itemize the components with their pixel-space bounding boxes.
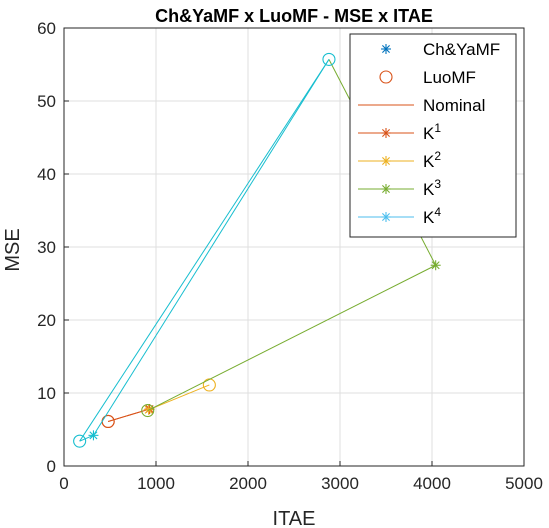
legend-box [349, 33, 517, 238]
x-tick-label: 2000 [229, 474, 267, 493]
legend-item: Nominal [358, 96, 485, 115]
legend-item: Ch&YaMF [381, 40, 500, 59]
series-line [93, 59, 330, 436]
legend: Ch&YaMF LuoMF Nominal K1 K2 K3 K4 [349, 33, 517, 238]
x-tick-label: 3000 [321, 474, 359, 493]
legend-label: K4 [423, 205, 441, 227]
series-line [147, 264, 436, 411]
x-tick-label: 5000 [505, 474, 543, 493]
legend-item: LuoMF [379, 68, 476, 87]
legend-star-marker [381, 212, 391, 222]
legend-label: Nominal [423, 96, 485, 115]
chart-title: Ch&YaMF x LuoMF - MSE x ITAE [155, 6, 433, 26]
legend-item: K1 [358, 121, 441, 143]
y-tick-label: 50 [37, 92, 56, 111]
data-point-star [430, 260, 441, 271]
ticks: 0 1000 2000 3000 4000 5000 0 10 20 30 40 50 60 [37, 19, 543, 493]
legend-label: K1 [423, 121, 441, 143]
data-point-star [88, 430, 99, 441]
y-tick-label: 20 [37, 311, 56, 330]
legend-item: K4 [358, 205, 441, 227]
series-k4 [73, 59, 330, 448]
y-tick-label: 30 [37, 238, 56, 257]
legend-item: K2 [358, 149, 441, 171]
legend-label: K2 [423, 149, 441, 171]
data-point-circle [322, 52, 336, 66]
legend-item: K3 [358, 177, 441, 199]
x-tick-label: 0 [59, 474, 68, 493]
y-tick-label: 10 [37, 384, 56, 403]
data-point-circle [73, 434, 87, 448]
legend-circle-marker [379, 70, 393, 84]
x-axis-label: ITAE [273, 508, 316, 528]
x-tick-label: 4000 [413, 474, 451, 493]
series-line [79, 59, 330, 442]
legend-star-marker [381, 44, 391, 54]
legend-label: LuoMF [423, 68, 476, 87]
series-line [79, 434, 94, 442]
series-line [108, 408, 150, 422]
y-tick-label: 40 [37, 165, 56, 184]
data-point-circle [141, 403, 155, 418]
legend-star-marker [381, 156, 391, 166]
legend-star-marker [381, 184, 391, 194]
x-tick-label: 1000 [137, 474, 175, 493]
legend-label: Ch&YaMF [423, 40, 500, 59]
y-axis-label: MSE [2, 228, 24, 271]
y-tick-label: 0 [47, 457, 56, 476]
legend-label: K3 [423, 177, 441, 199]
y-tick-label: 60 [37, 19, 56, 38]
series-line [148, 384, 210, 411]
legend-star-marker [381, 128, 391, 138]
